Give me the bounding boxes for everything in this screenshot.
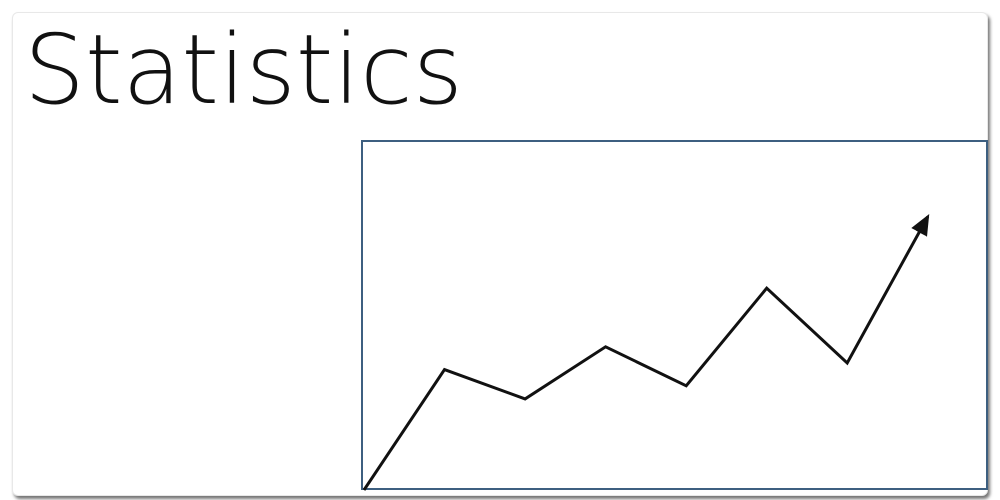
series-group <box>362 213 930 491</box>
chart-frame <box>361 140 988 491</box>
trend-line <box>362 213 930 491</box>
page-title: Statistics <box>24 14 463 126</box>
trend-up-arrow-icon <box>362 213 930 491</box>
